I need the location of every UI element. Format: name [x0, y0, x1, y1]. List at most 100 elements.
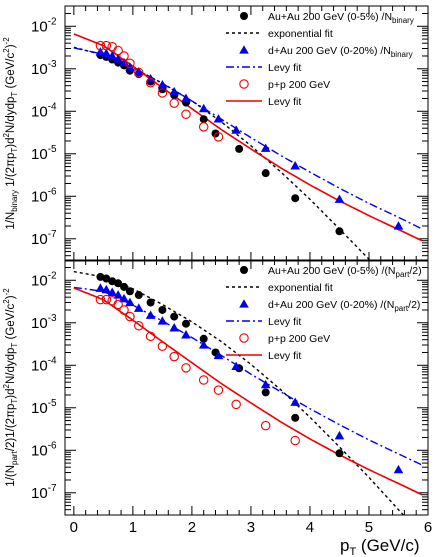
data-point [145, 310, 156, 319]
data-point [198, 103, 209, 113]
legend-label: d+Au 200 GeV (0-20%) /Nbinary [268, 45, 413, 59]
data-point [113, 290, 123, 299]
legend-label: d+Au 200 GeV (0-20%) /(Npart/2) [268, 299, 420, 313]
data-point [335, 449, 344, 458]
legend-marker [239, 45, 249, 54]
data-point [125, 297, 135, 307]
y-tick-label: 10-2 [31, 16, 57, 35]
data-point [125, 311, 135, 322]
x-tick-label: 3 [247, 519, 255, 536]
y-tick-label: 10-5 [31, 144, 57, 163]
data-point [199, 334, 208, 343]
data-point [213, 385, 224, 395]
data-point [231, 125, 241, 134]
data-point [213, 114, 224, 123]
data-point [393, 221, 404, 230]
data-point [145, 331, 156, 342]
y-tick-label: 10-3 [31, 313, 57, 332]
data-point [101, 284, 112, 294]
data-point [169, 98, 179, 108]
data-point [198, 340, 209, 349]
data-point [107, 287, 118, 296]
data-point [335, 227, 344, 236]
y-tick-label: 10-5 [31, 398, 57, 417]
data-point [119, 293, 129, 303]
data-point [133, 66, 144, 76]
data-point [290, 161, 300, 170]
legend: Au+Au 200 GeV (0-5%) /Nbinary exponential… [226, 11, 414, 108]
data-point [157, 79, 168, 89]
data-point [157, 341, 168, 352]
legend-label: exponential fit [268, 28, 333, 40]
data-point [169, 323, 179, 332]
data-point [260, 379, 271, 389]
data-point [125, 62, 135, 71]
x-axis-label: pT (GeV/c) [340, 536, 420, 557]
data-point [169, 351, 179, 362]
data-point [119, 305, 129, 315]
data-point [213, 350, 224, 360]
data-point [260, 420, 271, 431]
data-point [235, 144, 244, 153]
legend-marker [239, 79, 249, 89]
y-axis-label: 1/Nbinary 1/(2πpT)d2N/dydpT (GeV/c2)-2 [2, 37, 19, 230]
legend-label: Levy fit [268, 350, 301, 362]
data-point [169, 86, 179, 96]
data-point [181, 109, 191, 120]
data-point [101, 48, 112, 58]
panel-1: 10-2 10-3 10-4 10-5 10-6 10-7 1/Nbinary 1/(2πp… [2, 5, 429, 262]
legend-label: Levy fit [268, 316, 301, 328]
x-tick-label: 1 [129, 519, 137, 536]
data-point [120, 282, 129, 291]
data-point [181, 363, 191, 373]
data-point [125, 58, 135, 68]
data-point [119, 57, 129, 67]
data-point [181, 330, 191, 339]
data-point [182, 319, 190, 328]
data-point [290, 435, 300, 446]
data-point [134, 291, 143, 300]
legend-label: Au+Au 200 GeV (0-5%) /(Npart/2) [268, 265, 422, 279]
data-point [134, 67, 144, 78]
data-point [260, 143, 271, 152]
legend-label: Levy fit [268, 62, 301, 74]
data-point [113, 54, 123, 63]
data-point [113, 299, 123, 310]
x-tick-label: 2 [188, 519, 196, 536]
legend: Au+Au 200 GeV (0-5%) /(Npart/2) exponenti… [226, 265, 422, 362]
data-point [158, 305, 167, 314]
legend-marker [239, 333, 249, 343]
legend-marker [240, 12, 248, 20]
data-point [114, 279, 123, 288]
data-point [107, 51, 118, 60]
data-point [133, 303, 144, 312]
data-point [291, 194, 300, 203]
data-point [231, 361, 241, 371]
x-tick-label: 0 [70, 519, 78, 536]
data-point [199, 115, 208, 124]
y-tick-label: 10-7 [31, 229, 57, 248]
y-tick-label: 10-2 [31, 270, 57, 289]
data-point [334, 194, 345, 203]
panel-2: 10-2 10-3 10-4 10-5 10-6 10-7 0 1 2 3 4 5 6 1/(Npart/… [2, 259, 432, 536]
data-point [181, 93, 191, 103]
data-point [113, 45, 123, 56]
fit-curve-dash-dot [73, 286, 423, 466]
data-point [198, 375, 209, 385]
x-tick-label: 5 [365, 519, 373, 536]
legend-label: Levy fit [268, 96, 301, 108]
data-point [101, 40, 112, 51]
y-tick-label: 10-6 [31, 186, 57, 205]
data-point [157, 316, 168, 325]
y-tick-label: 10-7 [31, 483, 57, 502]
data-point [261, 169, 270, 178]
legend-marker [239, 299, 249, 308]
y-tick-label: 10-3 [31, 59, 57, 78]
y-tick-label: 10-4 [31, 355, 57, 374]
data-point [134, 321, 144, 331]
y-tick-label: 10-6 [31, 440, 57, 459]
data-point [170, 312, 179, 321]
data-point [95, 40, 106, 51]
legend-label: p+p 200 GeV [268, 79, 330, 91]
